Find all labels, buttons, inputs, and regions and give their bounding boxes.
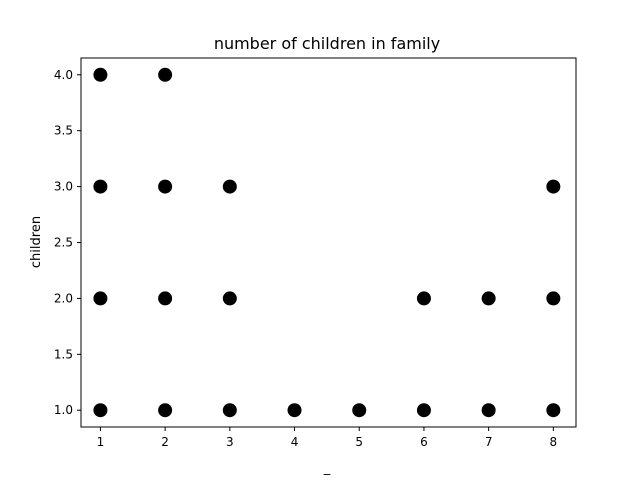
data-point	[481, 291, 496, 306]
chart-title: number of children in family	[214, 34, 440, 53]
data-point	[93, 403, 108, 418]
data-point	[352, 403, 367, 418]
y-tick-label: 1.0	[54, 403, 73, 417]
data-point	[416, 291, 431, 306]
data-point	[546, 403, 561, 418]
data-point	[546, 179, 561, 194]
data-point	[158, 179, 173, 194]
data-point	[546, 291, 561, 306]
x-tick-label: 2	[161, 435, 169, 449]
data-point	[158, 291, 173, 306]
axis-ticks: 1 2 3 4 5 6 7 8 1.0 1.5 2.0 2.5 3.0 3.5 4.0	[54, 68, 557, 449]
data-point	[416, 403, 431, 418]
data-point	[93, 179, 108, 194]
data-point	[93, 291, 108, 306]
y-tick-label: 2.5	[54, 236, 73, 250]
y-tick-label: 2.0	[54, 291, 73, 305]
data-point	[222, 179, 237, 194]
data-point	[222, 291, 237, 306]
y-tick-label: 3.5	[54, 124, 73, 138]
data-point	[481, 403, 496, 418]
data-point	[93, 67, 108, 82]
x-tick-label: 7	[485, 435, 493, 449]
data-points	[93, 67, 561, 418]
plot-frame	[80, 57, 577, 428]
x-axis-label: _	[323, 461, 331, 476]
x-tick-label: 3	[226, 435, 234, 449]
data-point	[222, 403, 237, 418]
data-point	[158, 403, 173, 418]
y-axis-label: children	[29, 216, 44, 268]
x-tick-label: 8	[550, 435, 558, 449]
data-point	[158, 67, 173, 82]
data-point	[287, 403, 302, 418]
y-tick-label: 1.5	[54, 347, 73, 361]
x-tick-label: 4	[291, 435, 299, 449]
y-tick-label: 3.0	[54, 180, 73, 194]
x-tick-label: 1	[97, 435, 105, 449]
x-tick-label: 5	[355, 435, 363, 449]
y-tick-label: 4.0	[54, 68, 73, 82]
x-tick-label: 6	[420, 435, 428, 449]
